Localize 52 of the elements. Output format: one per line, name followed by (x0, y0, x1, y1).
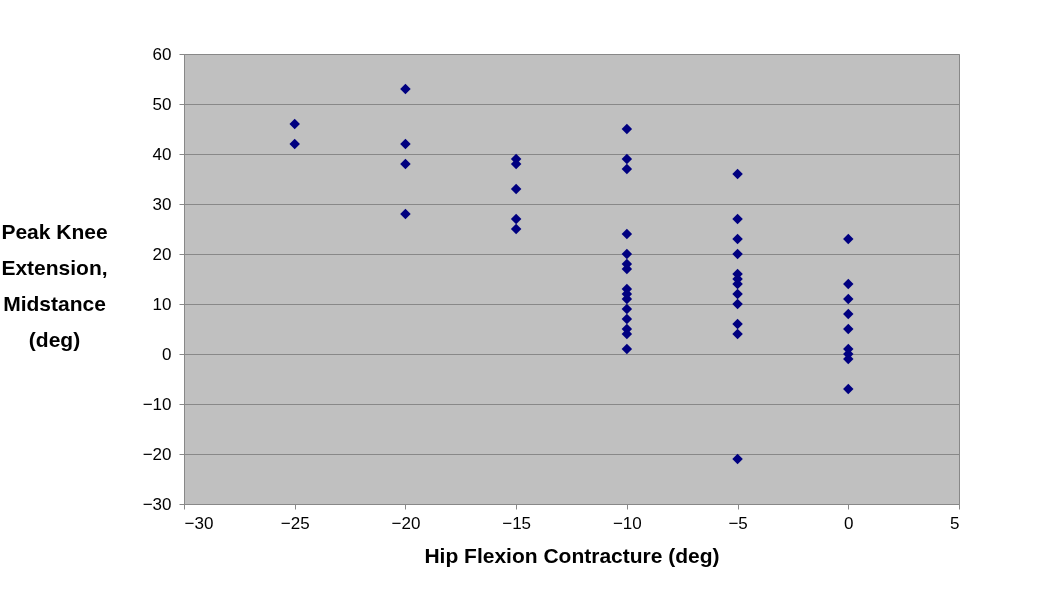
point (843, 383, 854, 395)
point (732, 168, 743, 180)
point (621, 153, 633, 165)
y-tick-label: 0 (162, 344, 172, 364)
point (843, 323, 854, 335)
x-axis-title: Hip Flexion Contracture (deg) (424, 543, 720, 567)
y-axis-title: Peak Knee Extension, Midstance (deg) (1, 219, 108, 351)
point (510, 183, 522, 195)
x-tick-label: −10 (612, 513, 642, 533)
point (732, 453, 743, 465)
point (732, 213, 743, 225)
point (400, 208, 411, 220)
point (732, 328, 743, 340)
y-tick-label: 40 (152, 144, 172, 164)
point (843, 308, 854, 320)
point (621, 163, 633, 175)
point (732, 233, 743, 245)
point (621, 248, 633, 260)
point (843, 278, 854, 290)
y-tick-label: −20 (142, 444, 172, 464)
y-tick-label: −10 (142, 394, 172, 414)
y-tick-label: 20 (152, 244, 172, 264)
x-tick-label: −5 (728, 513, 748, 533)
point (510, 223, 522, 235)
point (732, 318, 743, 330)
point (843, 293, 854, 305)
y-tick-label: 30 (152, 194, 172, 214)
y-tick-label: 10 (152, 294, 172, 314)
point (400, 138, 411, 150)
x-tick-label: 5 (950, 513, 960, 533)
point (289, 138, 300, 150)
point (621, 313, 633, 325)
y-tick-label: 50 (152, 94, 172, 114)
point (400, 83, 411, 95)
x-tick-label: 0 (844, 513, 854, 533)
point (843, 233, 854, 245)
point (621, 343, 633, 355)
x-tick-label: −15 (502, 513, 532, 533)
point (732, 248, 743, 260)
x-tick-label: −30 (184, 513, 214, 533)
point (510, 213, 522, 225)
point (621, 303, 633, 315)
point (621, 123, 633, 135)
x-tick-label: −25 (280, 513, 310, 533)
point (732, 298, 743, 310)
point (400, 158, 411, 170)
x-tick-label: −20 (391, 513, 421, 533)
point (289, 118, 300, 130)
y-tick-label: 60 (152, 44, 172, 64)
point (732, 288, 743, 300)
point (621, 228, 633, 240)
y-tick-label: −30 (142, 494, 172, 514)
